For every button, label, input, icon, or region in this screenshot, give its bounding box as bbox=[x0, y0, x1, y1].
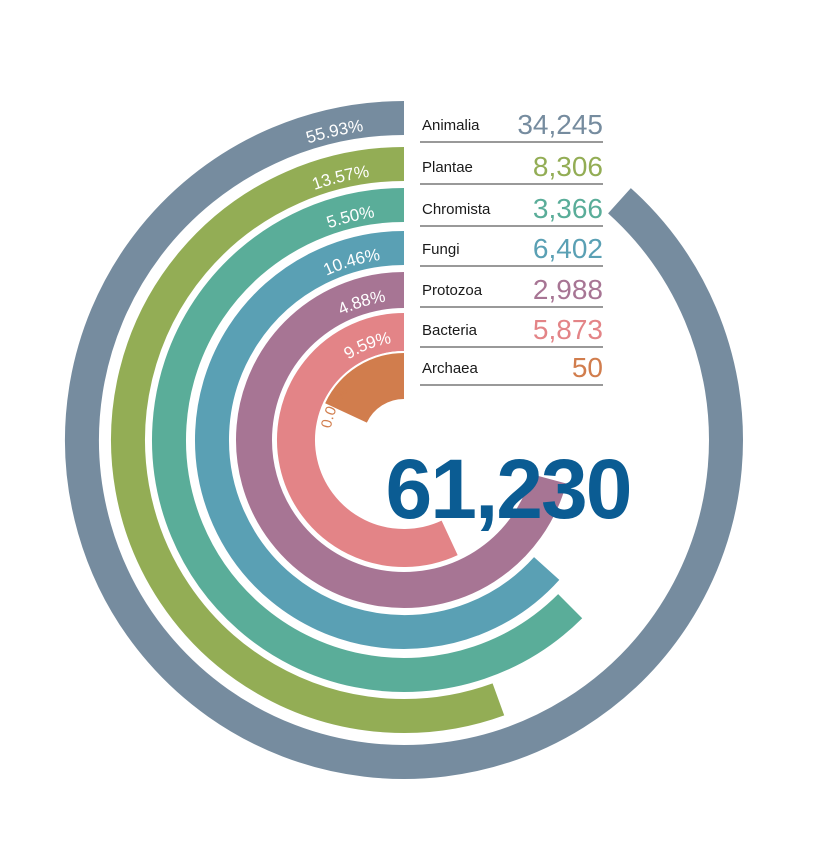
ring-chromista bbox=[152, 188, 583, 692]
legend-name-animalia: Animalia bbox=[422, 117, 480, 134]
legend-value-chromista: 3,366 bbox=[533, 193, 603, 224]
legend-name-plantae: Plantae bbox=[422, 159, 473, 176]
legend-name-archaea: Archaea bbox=[422, 360, 479, 377]
ring-plantae bbox=[111, 147, 505, 733]
ring-bacteria bbox=[277, 313, 458, 567]
legend-name-bacteria: Bacteria bbox=[422, 322, 478, 339]
legend-value-protozoa: 2,988 bbox=[533, 274, 603, 305]
legend-name-fungi: Fungi bbox=[422, 241, 460, 258]
total-count: 61,230 bbox=[386, 442, 631, 536]
ring-archaea bbox=[325, 353, 406, 424]
legend-value-plantae: 8,306 bbox=[533, 151, 603, 182]
legend-value-animalia: 34,245 bbox=[517, 109, 603, 140]
ring-fungi bbox=[195, 231, 560, 649]
legend-name-protozoa: Protozoa bbox=[422, 282, 483, 299]
legend: Animalia 34,245 Plantae 8,306 Chromista 3,366… bbox=[420, 109, 603, 386]
legend-name-chromista: Chromista bbox=[422, 201, 491, 218]
ring-protozoa bbox=[236, 272, 567, 608]
legend-value-fungi: 6,402 bbox=[533, 233, 603, 264]
rings-layer: 55.93%13.57%5.50%10.46%4.88%9.59%0.08% bbox=[63, 99, 745, 781]
ring-animalia bbox=[65, 101, 743, 779]
legend-value-archaea: 50 bbox=[572, 352, 603, 383]
legend-value-bacteria: 5,873 bbox=[533, 314, 603, 345]
